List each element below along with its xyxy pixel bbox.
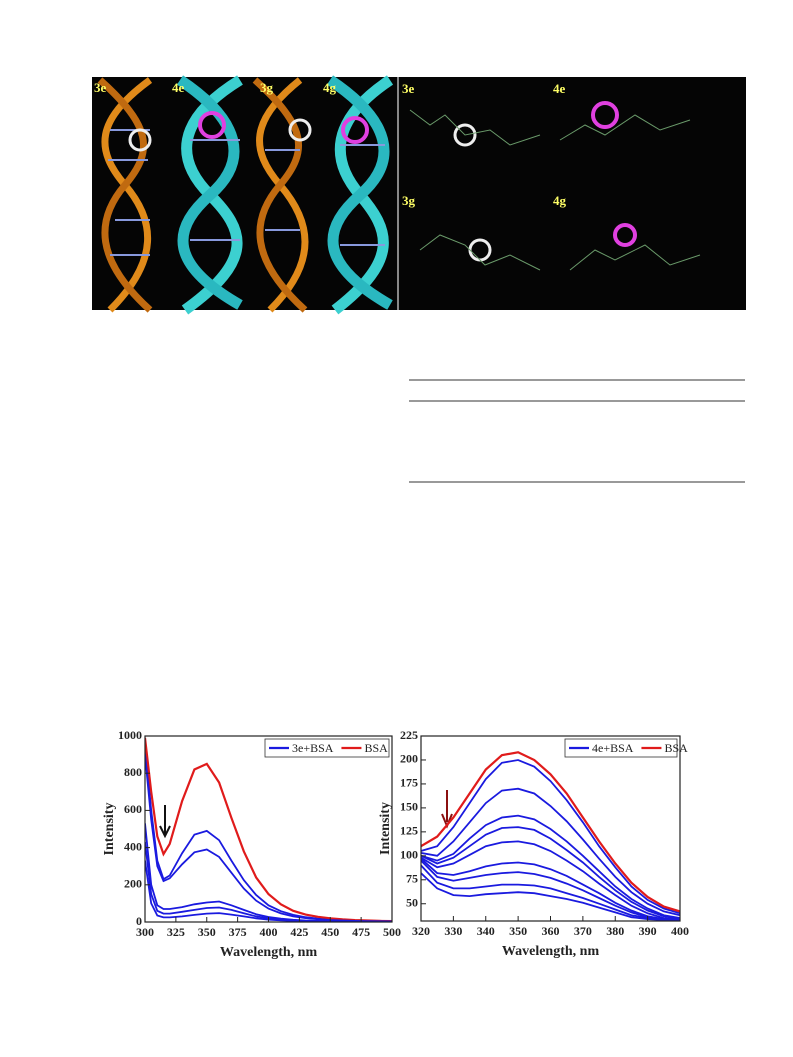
series-line xyxy=(145,737,392,922)
series-line xyxy=(421,864,680,921)
legend-label: BSA xyxy=(364,741,388,755)
x-tick-label: 450 xyxy=(321,925,339,939)
x-tick-label: 475 xyxy=(352,925,370,939)
y-tick-label: 200 xyxy=(400,752,418,766)
series-line xyxy=(421,840,680,921)
y-tick-label: 400 xyxy=(124,839,142,853)
y-tick-label: 225 xyxy=(400,728,418,742)
plot-lines xyxy=(145,737,392,922)
x-tick-label: 375 xyxy=(229,925,247,939)
x-axis-label: Wavelength, nm xyxy=(220,945,318,960)
table-rules xyxy=(409,379,745,483)
series-line xyxy=(421,787,680,917)
y-tick-label: 800 xyxy=(124,765,142,779)
plot-lines xyxy=(421,751,680,921)
series-line xyxy=(145,754,392,922)
chart: 300 325 350 375 400 425 450 475 500 0 200 400 600 800… xyxy=(102,728,401,960)
x-tick-label: 400 xyxy=(260,925,278,939)
panel-label: 3g xyxy=(402,193,416,208)
docking-figure: 3e 4e 3g 4g 3e 4e 3g 4g xyxy=(92,75,746,315)
x-tick-label: 340 xyxy=(477,924,495,938)
y-tick-label: 50 xyxy=(406,895,418,909)
base-pairs xyxy=(108,129,385,256)
legend-box xyxy=(264,738,390,758)
y-tick-label: 200 xyxy=(124,877,142,891)
x-tick-label: 360 xyxy=(542,924,560,938)
legend-label: 3e+BSA xyxy=(292,741,334,755)
legend-label: 4e+BSA xyxy=(592,741,634,755)
series-line xyxy=(421,826,680,920)
series-line xyxy=(421,859,680,921)
panel-label: 4e xyxy=(172,80,185,95)
panel-label: 3g xyxy=(260,80,274,95)
series-line xyxy=(421,751,680,913)
panel-label: 4e xyxy=(553,81,566,96)
y-axis-label: Intensity xyxy=(102,803,117,856)
x-tick-label: 380 xyxy=(606,924,624,938)
ligands xyxy=(128,101,637,262)
y-tick-label: 0 xyxy=(136,914,142,928)
x-tick-label: 370 xyxy=(574,924,592,938)
y-tick-label: 600 xyxy=(124,802,142,816)
panel-label: 3e xyxy=(94,80,107,95)
x-tick-label: 500 xyxy=(383,925,401,939)
x-tick-label: 330 xyxy=(444,924,462,938)
figure-background xyxy=(92,77,746,310)
y-tick-label: 125 xyxy=(400,824,418,838)
panel-label: 3e xyxy=(402,81,415,96)
y-tick-label: 100 xyxy=(400,848,418,862)
x-tick-label: 320 xyxy=(412,924,430,938)
series-line xyxy=(145,823,392,922)
x-tick-label: 425 xyxy=(290,925,308,939)
chart: 320 330 340 350 360 370 380 390 400 50 75 100 125 150… xyxy=(378,728,689,959)
series-line xyxy=(421,759,680,915)
y-axis-label: Intensity xyxy=(378,802,393,855)
panel-label: 4g xyxy=(323,80,337,95)
x-tick-label: 325 xyxy=(167,925,185,939)
x-tick-label: 400 xyxy=(671,924,689,938)
x-axis-label: Wavelength, nm xyxy=(502,944,600,959)
y-tick-label: 175 xyxy=(400,776,418,790)
series-line xyxy=(421,872,680,921)
y-tick-label: 75 xyxy=(406,872,418,886)
y-tick-label: 150 xyxy=(400,800,418,814)
legend-label: BSA xyxy=(664,741,688,755)
x-tick-label: 300 xyxy=(136,925,154,939)
series-line xyxy=(421,814,680,919)
y-tick-label: 1000 xyxy=(118,728,142,742)
x-tick-label: 390 xyxy=(639,924,657,938)
residues xyxy=(409,109,701,271)
x-tick-label: 350 xyxy=(509,924,527,938)
arrow xyxy=(159,805,171,839)
panel-label: 4g xyxy=(553,193,567,208)
legend-box xyxy=(564,738,678,758)
series-line xyxy=(421,858,680,921)
x-tick-label: 350 xyxy=(198,925,216,939)
